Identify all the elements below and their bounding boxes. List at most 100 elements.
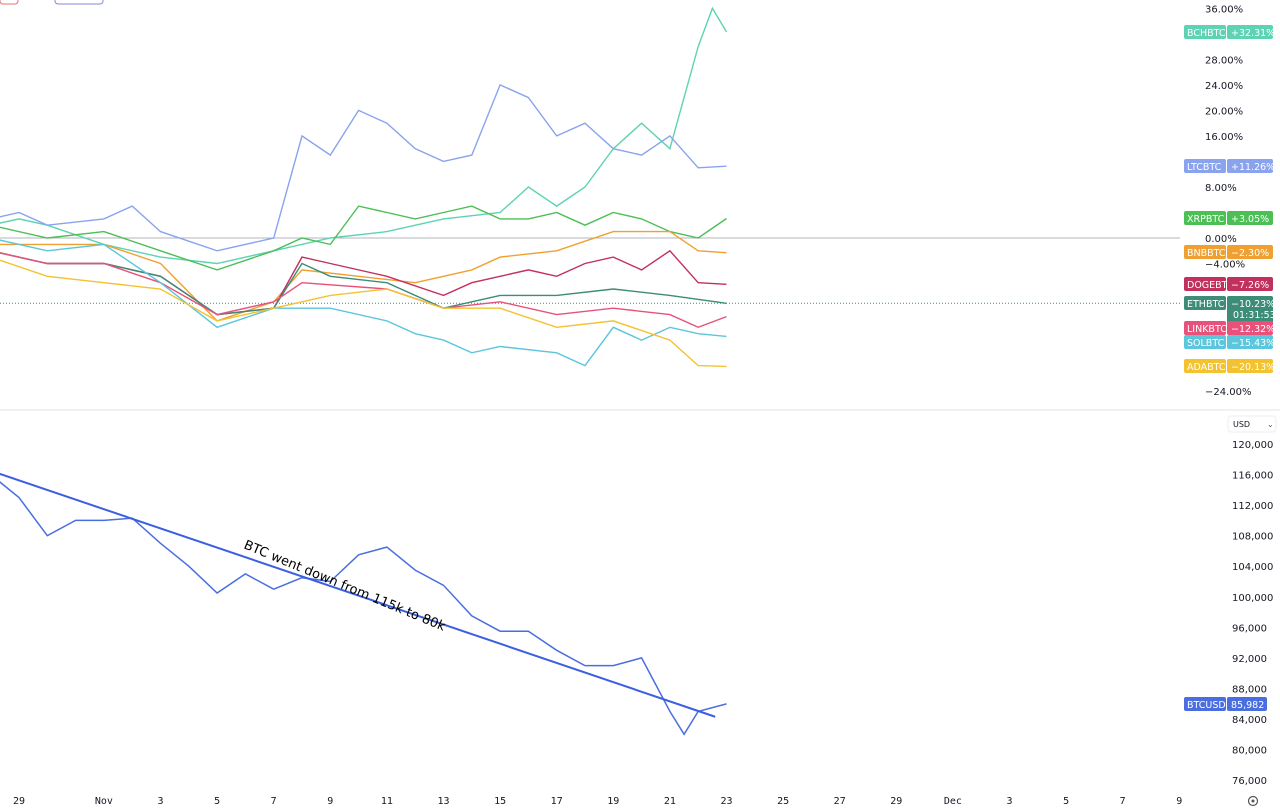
x-tick-label: 5	[214, 796, 220, 807]
series-line-ltcbtc	[0, 83, 727, 252]
series-name: SOLBTC	[1187, 338, 1225, 349]
series-line-xrpbtc	[0, 205, 727, 271]
x-tick-label: 13	[437, 796, 449, 807]
y-tick-label: 112,000	[1232, 501, 1273, 512]
y-tick-label: 0.00%	[1205, 234, 1237, 245]
y-tick-label: 28.00%	[1205, 55, 1243, 66]
series-line-bnbbtc	[0, 230, 727, 322]
y-tick-label: 16.00%	[1205, 132, 1243, 143]
series-value-badge	[1227, 277, 1273, 291]
x-tick-label: Nov	[95, 796, 113, 807]
y-tick-label: 88,000	[1232, 684, 1267, 695]
bar-countdown: 01:31:53	[1233, 310, 1276, 321]
trendline	[0, 472, 716, 718]
chevron-down-icon: ⌄	[1267, 420, 1274, 429]
x-tick-label: 19	[607, 796, 619, 807]
y-tick-label: 116,000	[1232, 471, 1273, 482]
x-tick-label: 21	[664, 796, 676, 807]
series-name: BCHBTC	[1187, 28, 1226, 39]
y-tick-label: −4.00%	[1205, 260, 1245, 271]
series-line-btcusd	[0, 481, 727, 736]
y-tick-label: 20.00%	[1205, 106, 1243, 117]
y-tick-label: 8.00%	[1205, 183, 1237, 194]
series-value-badge	[1227, 697, 1267, 711]
series-value: −12.32%	[1231, 324, 1275, 335]
series-value-badge	[1227, 359, 1273, 373]
series-value-badge	[1227, 211, 1273, 225]
y-tick-label: 36.00%	[1205, 4, 1243, 15]
series-value-badge	[1227, 159, 1273, 173]
series-name-badge	[1184, 211, 1226, 225]
x-tick-label: 27	[834, 796, 846, 807]
series-name-badge	[1184, 245, 1226, 259]
x-tick-label: 29	[13, 796, 25, 807]
series-name: BTCUSD	[1187, 700, 1226, 711]
gear-icon[interactable]	[1247, 795, 1259, 807]
series-name: ETHBTC	[1187, 299, 1225, 310]
series-value: −10.23%	[1231, 299, 1275, 310]
x-tick-label: 7	[1120, 796, 1126, 807]
series-value-badge	[1227, 335, 1273, 349]
series-name-badge	[1184, 296, 1226, 310]
x-tick-label: 15	[494, 796, 506, 807]
series-name-badge	[1184, 359, 1226, 373]
comparison-pane: 36.00% 28.00% 24.00% 20.00% 16.00% 8.00% 0.00%…	[0, 4, 1276, 398]
series-value: −7.26%	[1231, 280, 1269, 291]
x-tick-label: 7	[271, 796, 277, 807]
series-name-badge	[1184, 335, 1226, 349]
x-tick-label: Dec	[944, 796, 962, 807]
series-name-badge	[1184, 277, 1226, 291]
series-value: +3.05%	[1231, 214, 1269, 225]
series-value-badge	[1227, 321, 1273, 335]
x-tick-label: 5	[1063, 796, 1069, 807]
x-tick-label: 3	[1006, 796, 1012, 807]
x-tick-label: 11	[381, 796, 393, 807]
series-name: BNBBTC	[1187, 248, 1226, 259]
y-tick-label: 76,000	[1232, 776, 1267, 787]
x-axis: 29 Nov 3 5 7 9 11 13 15 17 19 21 23 25 27 29 Dec 3 5 7 9	[13, 796, 1182, 807]
y-tick-label: −24.00%	[1205, 387, 1252, 398]
x-tick-label: 29	[890, 796, 902, 807]
legend-box[interactable]	[54, 0, 104, 5]
y-tick-label: 100,000	[1232, 593, 1273, 604]
x-tick-label: 3	[157, 796, 163, 807]
series-value: +32.31%	[1231, 28, 1275, 39]
y-tick-label: 24.00%	[1205, 81, 1243, 92]
series-value-badge	[1227, 245, 1273, 259]
series-value: +11.26%	[1231, 162, 1275, 173]
series-value: 85,982	[1231, 700, 1264, 711]
x-tick-label: 9	[327, 796, 333, 807]
series-name: LTCBTC	[1187, 162, 1222, 173]
series-value: −20.13%	[1231, 362, 1275, 373]
currency-label: USD	[1233, 420, 1250, 429]
series-line-solbtc	[0, 239, 727, 367]
series-line-adabtc	[0, 259, 727, 368]
y-tick-label: 108,000	[1232, 532, 1273, 543]
series-name: DOGEBTC	[1187, 280, 1234, 291]
y-tick-label: 120,000	[1232, 440, 1273, 451]
btc-pane: 120,000 116,000 112,000 108,000 104,000 100,0…	[0, 440, 1273, 787]
x-tick-label: 9	[1176, 796, 1182, 807]
series-name-badge	[1184, 697, 1226, 711]
trendline-annotation: BTC went down from 115k to 80k	[241, 538, 447, 635]
series-value: −2.30%	[1231, 248, 1269, 259]
series-name-badge	[1184, 159, 1226, 173]
series-value-badge	[1227, 296, 1273, 324]
series-line-bchbtc	[0, 6, 728, 265]
legend-box[interactable]	[0, 0, 19, 5]
y-tick-label: 104,000	[1232, 562, 1273, 573]
series-line-ethbtc	[0, 252, 727, 316]
y-tick-label: 84,000	[1232, 715, 1267, 726]
series-name: LINKBTC	[1187, 324, 1227, 335]
x-tick-label: 23	[720, 796, 732, 807]
currency-select[interactable]	[1227, 415, 1277, 433]
series-name-badge	[1184, 25, 1226, 39]
series-value-badge	[1227, 25, 1273, 39]
y-tick-label: 80,000	[1232, 746, 1267, 757]
series-value: −15.43%	[1231, 338, 1275, 349]
x-tick-label: 17	[551, 796, 563, 807]
x-tick-label: 25	[777, 796, 789, 807]
series-name: XRPBTC	[1187, 214, 1225, 225]
series-name-badge	[1184, 321, 1226, 335]
